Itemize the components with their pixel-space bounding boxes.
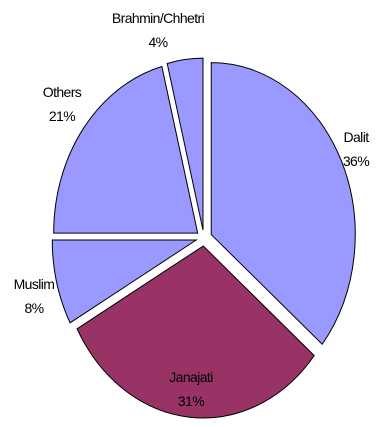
pie-slice-dalit bbox=[210, 62, 356, 346]
slice-percent-janajati: 31% bbox=[178, 393, 204, 409]
slice-percent-others: 21% bbox=[49, 108, 75, 124]
slice-percent-dalit: 36% bbox=[343, 153, 369, 169]
slice-label-dalit: Dalit bbox=[343, 129, 369, 145]
slice-label-janajati: Janajati bbox=[169, 369, 213, 385]
pie-slice-janajati bbox=[76, 245, 315, 419]
pie-slice-muslim bbox=[51, 239, 198, 324]
slice-label-brahmin-chhetri: Brahmin/Chhetri bbox=[112, 10, 205, 26]
slice-label-others: Others bbox=[43, 84, 82, 100]
slice-percent-brahmin-chhetri: 4% bbox=[148, 34, 167, 50]
pie-slice-brahmin-chhetri bbox=[166, 57, 204, 231]
slice-percent-muslim: 8% bbox=[24, 300, 43, 316]
slice-label-muslim: Muslim bbox=[14, 276, 55, 292]
pie-slice-others bbox=[53, 65, 199, 234]
